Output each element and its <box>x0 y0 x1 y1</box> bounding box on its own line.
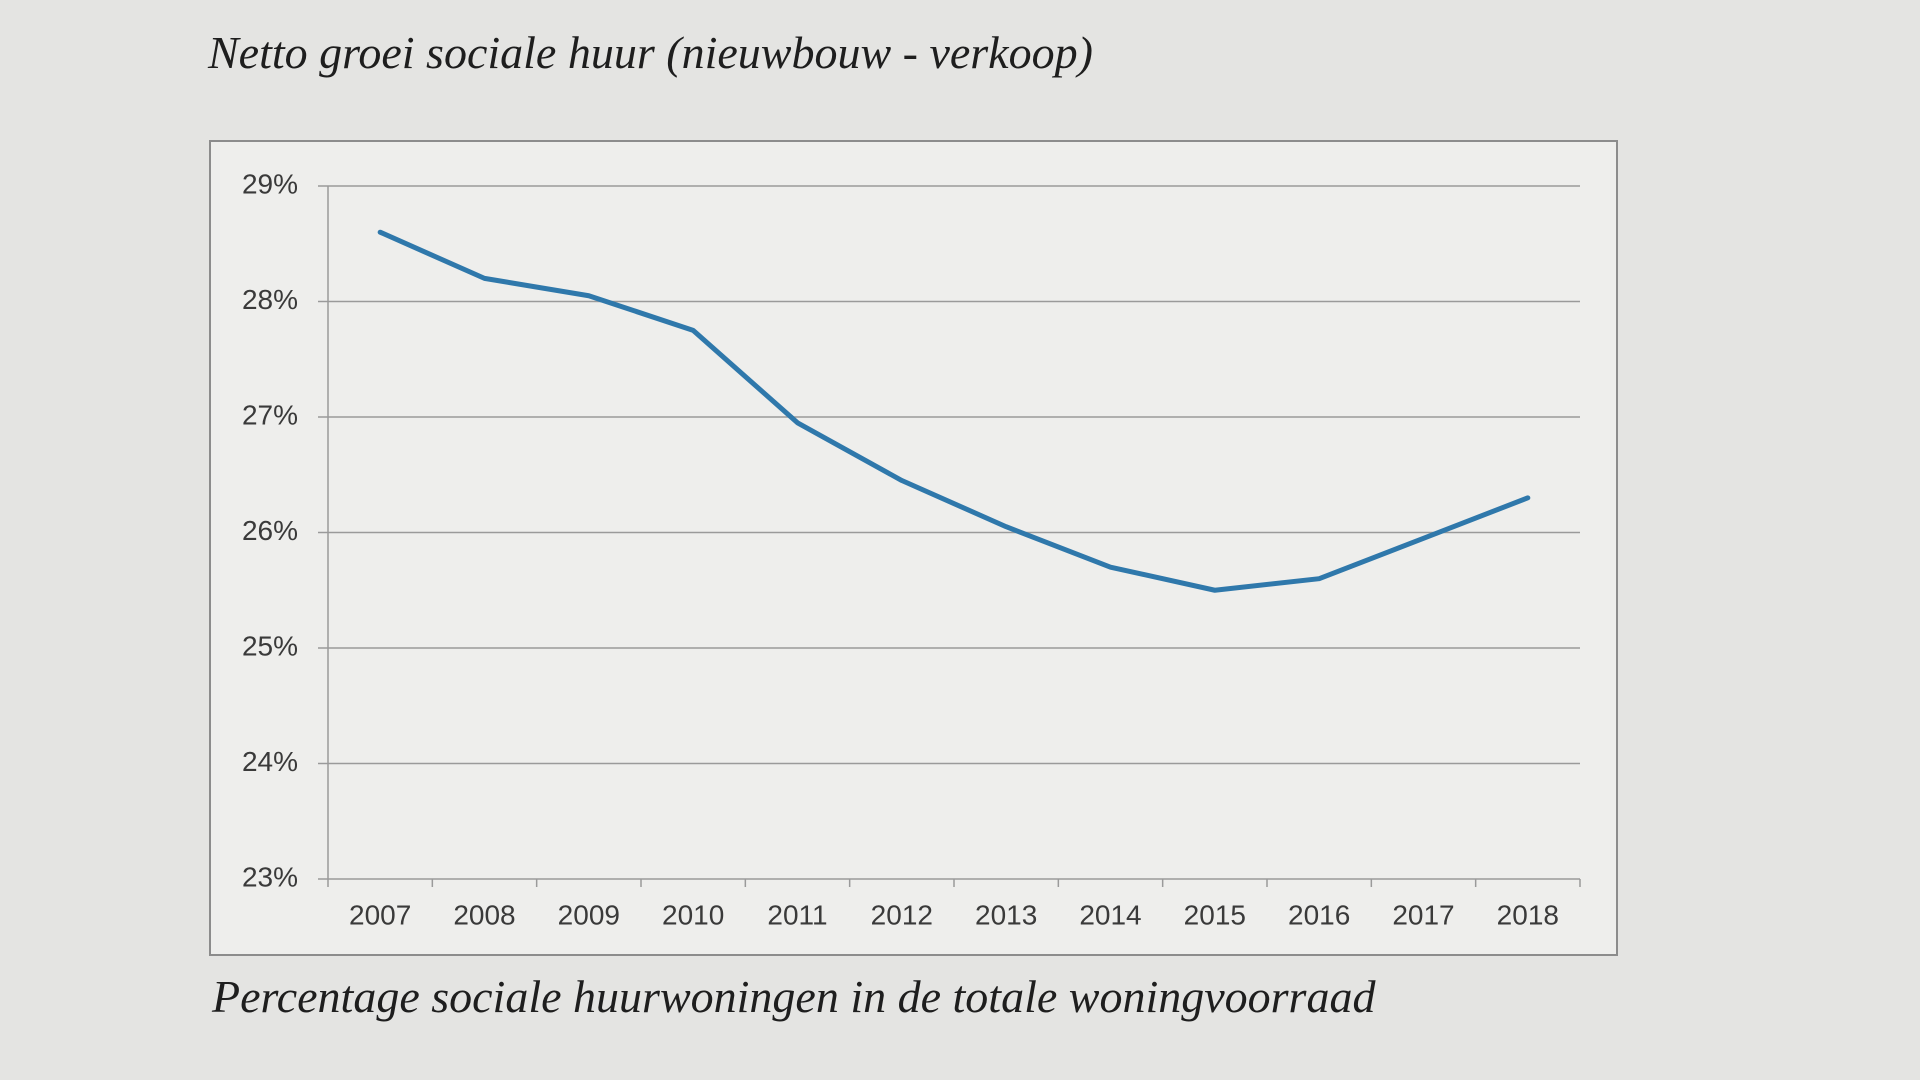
x-tick-label: 2009 <box>558 899 620 930</box>
y-tick-label: 26% <box>242 515 298 546</box>
chart-frame <box>209 140 1618 956</box>
y-tick-label: 27% <box>242 399 298 430</box>
chart-title: Netto groei sociale huur (nieuwbouw - ve… <box>207 27 1093 78</box>
x-tick-label: 2015 <box>1184 899 1246 930</box>
x-tick-label: 2010 <box>662 899 724 930</box>
x-tick-label: 2018 <box>1497 899 1559 930</box>
y-tick-label: 23% <box>242 861 298 892</box>
x-tick-label: 2007 <box>349 899 411 930</box>
x-tick-label: 2017 <box>1392 899 1454 930</box>
chart-caption: Percentage sociale huurwoningen in de to… <box>211 971 1376 1022</box>
x-tick-label: 2014 <box>1079 899 1141 930</box>
x-tick-label: 2008 <box>453 899 515 930</box>
x-tick-label: 2011 <box>767 899 827 930</box>
x-tick-label: 2012 <box>871 899 933 930</box>
x-tick-label: 2016 <box>1288 899 1350 930</box>
y-tick-label: 24% <box>242 746 298 777</box>
y-tick-label: 28% <box>242 284 298 315</box>
x-tick-label: 2013 <box>975 899 1037 930</box>
data-line <box>377 229 1531 593</box>
y-tick-label: 25% <box>242 630 298 661</box>
y-tick-label: 29% <box>242 168 298 199</box>
